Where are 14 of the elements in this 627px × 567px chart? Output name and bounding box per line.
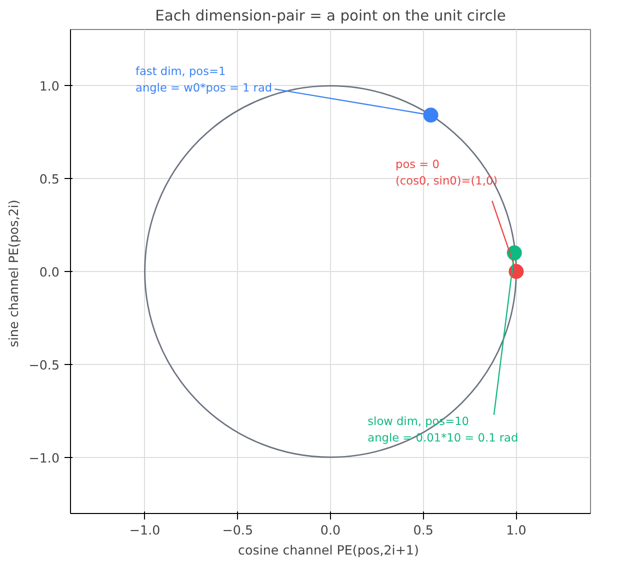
x-axis-title: cosine channel PE(pos,2i+1) xyxy=(238,542,419,558)
x-tick-label: −1.0 xyxy=(129,522,160,538)
y-tick-label: 0.5 xyxy=(39,171,60,186)
x-tick-label: 1.0 xyxy=(506,522,526,538)
chart-title: Each dimension-pair = a point on the unit circle xyxy=(155,8,506,24)
y-tick-label: −1.0 xyxy=(28,450,60,466)
x-tick-label: 0.0 xyxy=(320,522,341,538)
x-tick-label: −0.5 xyxy=(222,522,254,538)
y-tick-label: −0.5 xyxy=(28,358,60,373)
annotation: fast dim, pos=1 angle = w0*pos = 1 rad xyxy=(136,64,272,95)
y-tick-label: 0.0 xyxy=(39,264,60,280)
y-tick-label: 1.0 xyxy=(39,78,60,94)
y-axis-title: sine channel PE(pos,2i) xyxy=(6,200,21,348)
x-tick-label: 0.5 xyxy=(413,522,434,538)
